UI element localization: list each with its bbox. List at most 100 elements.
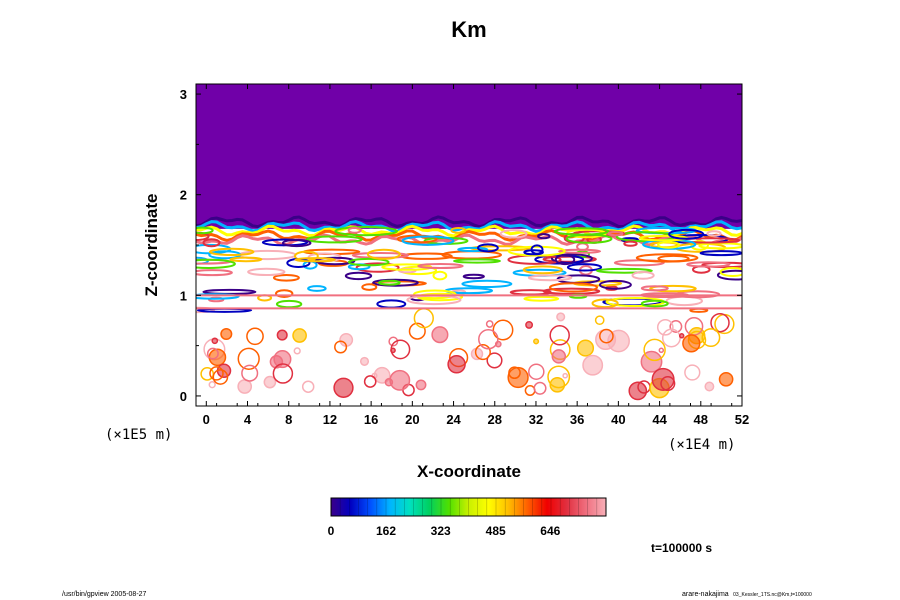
x-tick-label: 16 [364, 412, 378, 427]
turbulence-streak [690, 240, 709, 251]
plume-blob [492, 319, 514, 341]
plume-blob [525, 320, 534, 329]
turbulence-streak [565, 233, 613, 244]
turbulence-streak [595, 267, 653, 274]
turbulence-streak [554, 254, 576, 266]
plume-blob [718, 371, 734, 387]
x-tick-label: 52 [735, 412, 749, 427]
plume-blob [582, 354, 604, 376]
turbulence-streak [453, 258, 501, 264]
footer-left: /usr/bin/gpview 2005-08-27 [62, 591, 147, 598]
colorbar-tick-label: 0 [328, 524, 335, 538]
plume-blob [408, 322, 426, 340]
plume-blob [684, 364, 701, 381]
y-tick-label: 1 [180, 288, 187, 303]
plume-blob [710, 312, 730, 333]
plume-blob [241, 364, 259, 382]
turbulence-streak [413, 289, 457, 300]
plume-blob [363, 375, 377, 388]
turbulence-streak [401, 235, 455, 246]
turbulence-streak [307, 285, 327, 292]
turbulence-streak [355, 262, 400, 273]
plume-blob [478, 328, 499, 350]
plume-blob [549, 376, 566, 393]
plume-blob [562, 372, 569, 379]
x-scale-label: (×1E4 m) [668, 437, 735, 453]
turbulence-streak [361, 283, 378, 291]
plot-area [195, 83, 743, 407]
time-annotation: t=100000 s [651, 541, 712, 555]
plume-blob [533, 381, 547, 395]
turbulence-streak [305, 235, 363, 244]
x-tick-label: 32 [529, 412, 543, 427]
turbulence-streak [275, 289, 294, 299]
plume-blob [474, 344, 491, 361]
field-layer [196, 84, 742, 401]
turbulence-streak [417, 263, 464, 269]
plume-blob [628, 381, 648, 401]
plume-blob [599, 328, 614, 344]
turbulence-streak [527, 274, 573, 282]
turbulence-streak [640, 285, 669, 292]
plume-blob [486, 352, 503, 369]
turbulence-streak [275, 299, 303, 309]
turbulence-streak [344, 271, 373, 281]
x-tick-label: 24 [446, 412, 461, 427]
plume-blob [656, 318, 674, 336]
plume-blob [528, 363, 545, 380]
turbulence-streak [366, 248, 401, 260]
x-tick-label: 0 [203, 412, 210, 427]
plume-blob [658, 347, 665, 354]
plume-blob [390, 339, 411, 360]
plume-blob [704, 381, 715, 392]
y-tick-label: 3 [180, 87, 187, 102]
plume-blob [263, 375, 277, 389]
x-axis: 0 4 8 12 16 20 24 28 32 36 40 44 48 52 [203, 84, 749, 427]
plume-blob [682, 334, 701, 353]
plume-blob [643, 338, 666, 362]
plume-blob [576, 339, 595, 357]
turbulence-streak [196, 258, 236, 269]
turbulence-streak [229, 256, 263, 263]
colorbar-tick-label: 646 [540, 524, 560, 538]
turbulence-streak [607, 231, 624, 237]
y-tick-label: 0 [180, 389, 187, 404]
x-tick-label: 20 [405, 412, 419, 427]
turbulence-streak [523, 249, 544, 256]
plume-blob [209, 366, 224, 381]
y-tick-label: 2 [180, 188, 187, 203]
turbulence-streak [477, 243, 499, 253]
plume-blob [293, 347, 301, 355]
turbulence-streak [247, 267, 286, 276]
x-tick-label: 8 [285, 412, 292, 427]
plume-blob [388, 336, 399, 347]
x-tick-label: 44 [652, 412, 667, 427]
turbulence-streak [450, 227, 467, 234]
turbulence-band [196, 219, 742, 233]
plume-blob [220, 327, 233, 341]
plume-blob [678, 333, 685, 339]
plume-blob [447, 355, 466, 374]
plume-blob [206, 347, 219, 360]
turbulence-streak [537, 233, 551, 240]
x-tick-label: 36 [570, 412, 584, 427]
turbulence-streak [686, 261, 731, 268]
footer-right: arare-nakajima 03_Kessler_1TS.nc@Km,t=10… [682, 583, 812, 600]
turbulence-streak [461, 279, 513, 288]
footer-author: arare-nakajima [682, 591, 729, 598]
x-tick-label: 12 [323, 412, 337, 427]
turbulence-streak [640, 299, 669, 308]
turbulence-streak [706, 230, 722, 237]
turbulence-streak [208, 247, 255, 256]
chart-title: Km [451, 17, 486, 42]
plume-blob [237, 347, 260, 370]
x-tick-label: 40 [611, 412, 625, 427]
turbulence-band [196, 215, 742, 229]
turbulence-streak [378, 279, 401, 286]
turbulence-streak [716, 269, 742, 281]
turbulence-streak [272, 274, 300, 282]
turbulence-streak [196, 269, 233, 277]
turbulence-streak [591, 298, 619, 309]
turbulence-streak [196, 226, 214, 235]
